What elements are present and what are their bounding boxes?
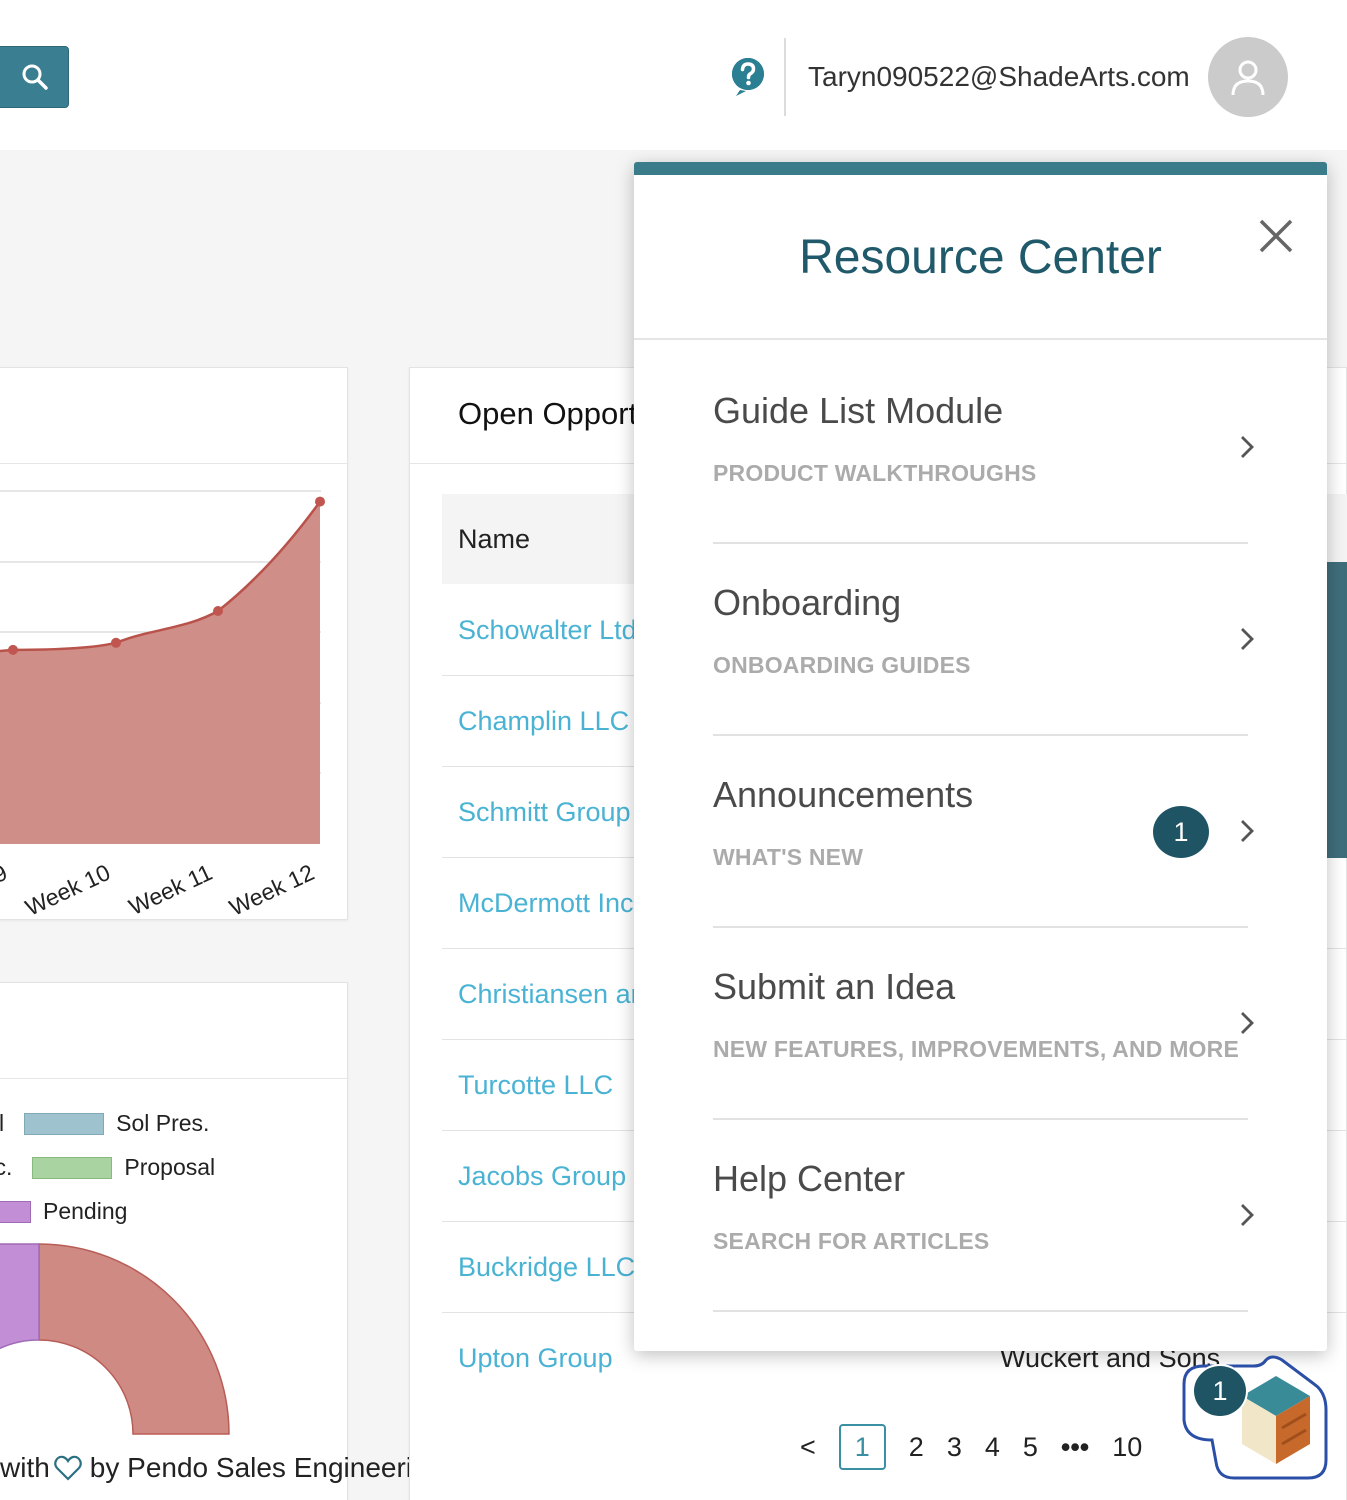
legend-item-l: l Sol Pres. bbox=[0, 1110, 209, 1137]
module-title: Help Center bbox=[713, 1158, 906, 1199]
pipeline-chart-card: l Sol Pres. cc. Proposal Pending bbox=[0, 982, 348, 1500]
opportunity-link[interactable]: Christiansen and bbox=[458, 979, 661, 1009]
donut-slice-pending bbox=[0, 1243, 40, 1350]
scroll-indicator[interactable] bbox=[1327, 562, 1347, 858]
data-point[interactable] bbox=[111, 637, 121, 648]
resource-center-divider bbox=[634, 338, 1327, 340]
resource-center-panel: Resource Center Guide List Module PRODUC… bbox=[634, 162, 1327, 1351]
page-button-current[interactable]: 1 bbox=[838, 1424, 886, 1470]
legend-label: Sol Pres. bbox=[116, 1110, 210, 1136]
legend-swatch-pending bbox=[0, 1200, 31, 1223]
module-submit-idea[interactable]: Submit an Idea NEW FEATURES, IMPROVEMENT… bbox=[713, 928, 1254, 1120]
donut-chart bbox=[0, 1243, 230, 1435]
data-point[interactable] bbox=[8, 644, 18, 655]
legend-item-cc: cc. Proposal bbox=[0, 1154, 215, 1181]
page-ellipsis[interactable]: ••• bbox=[1060, 1431, 1090, 1462]
chevron-right-icon bbox=[1241, 628, 1254, 650]
data-point[interactable] bbox=[315, 496, 325, 507]
top-header: Taryn090522@ShadeArts.com bbox=[0, 0, 1347, 150]
chevron-right-icon bbox=[1241, 1012, 1254, 1034]
opportunity-link[interactable]: Upton Group bbox=[458, 1343, 613, 1373]
area-chart: 9 Week 10 Week 11 Week 12 bbox=[0, 490, 325, 921]
legend-swatch-proposal bbox=[32, 1156, 113, 1179]
module-subtitle: ONBOARDING GUIDES bbox=[713, 652, 971, 678]
page-button[interactable]: 2 bbox=[908, 1431, 924, 1462]
user-avatar[interactable] bbox=[1208, 37, 1288, 117]
user-icon bbox=[1231, 60, 1265, 96]
chevron-right-icon bbox=[1241, 1204, 1254, 1226]
notification-badge: 1 bbox=[1153, 806, 1209, 858]
footer-prefix: with bbox=[0, 1452, 50, 1483]
opportunity-link[interactable]: Schowalter Ltd bbox=[458, 615, 637, 645]
legend-label: l bbox=[0, 1110, 5, 1136]
search-icon bbox=[22, 64, 48, 90]
module-guide-list[interactable]: Guide List Module PRODUCT WALKTHROUGHS bbox=[713, 352, 1254, 544]
module-announcements[interactable]: Announcements WHAT'S NEW 1 bbox=[713, 736, 1254, 928]
page-button[interactable]: 5 bbox=[1022, 1431, 1038, 1462]
chevron-right-icon bbox=[1241, 820, 1254, 842]
donut-slice-closed bbox=[38, 1243, 230, 1435]
module-title: Onboarding bbox=[713, 582, 902, 623]
legend-label: Proposal bbox=[124, 1154, 216, 1180]
x-tick-label: Week 10 bbox=[21, 859, 114, 921]
module-onboarding[interactable]: Onboarding ONBOARDING GUIDES bbox=[713, 544, 1254, 736]
legend-swatch-sol-pres bbox=[24, 1112, 105, 1135]
x-tick-label: 9 bbox=[0, 859, 11, 888]
launcher-badge: 1 bbox=[1192, 1364, 1248, 1418]
legend-label: cc. bbox=[0, 1154, 13, 1180]
module-help-center[interactable]: Help Center SEARCH FOR ARTICLES bbox=[713, 1120, 1254, 1312]
module-title: Submit an Idea bbox=[713, 966, 956, 1007]
donut-card-header bbox=[0, 983, 347, 1079]
area-line bbox=[0, 500, 322, 653]
page-button[interactable]: 10 bbox=[1112, 1431, 1143, 1462]
footer-suffix: by Pendo Sales Engineering bbox=[89, 1452, 444, 1483]
page-button[interactable]: 3 bbox=[946, 1431, 962, 1462]
heart-icon bbox=[53, 1455, 82, 1481]
footer-credit: with by Pendo Sales Engineering bbox=[0, 1452, 443, 1484]
user-email[interactable]: Taryn090522@ShadeArts.com bbox=[808, 61, 1190, 92]
opportunity-link[interactable]: Schmitt Group bbox=[458, 797, 631, 827]
opportunity-link[interactable]: Turcotte LLC bbox=[458, 1070, 614, 1100]
resource-center-title: Resource Center bbox=[799, 231, 1162, 284]
module-subtitle: PRODUCT WALKTHROUGHS bbox=[713, 460, 1037, 486]
column-header-name[interactable]: Name bbox=[458, 524, 531, 554]
trend-chart-card: 9 Week 10 Week 11 Week 12 bbox=[0, 367, 348, 921]
chart-card-header bbox=[0, 368, 347, 464]
opportunity-link[interactable]: Champlin LLC bbox=[458, 706, 630, 736]
box-logo-icon bbox=[1242, 1376, 1310, 1464]
module-title: Announcements bbox=[713, 774, 974, 815]
module-subtitle: SEARCH FOR ARTICLES bbox=[713, 1228, 990, 1254]
x-tick-label: Week 12 bbox=[225, 859, 318, 921]
help-icon[interactable] bbox=[730, 56, 766, 96]
module-title: Guide List Module bbox=[713, 390, 1004, 431]
opportunity-link[interactable]: Jacobs Group bbox=[458, 1161, 627, 1191]
header-separator bbox=[784, 38, 786, 116]
chevron-right-icon bbox=[1241, 436, 1254, 458]
data-point[interactable] bbox=[213, 606, 223, 617]
module-subtitle: NEW FEATURES, IMPROVEMENTS, AND MORE bbox=[713, 1036, 1239, 1062]
prev-page-button[interactable]: < bbox=[800, 1431, 816, 1462]
close-icon[interactable] bbox=[1256, 216, 1296, 256]
opportunity-link[interactable]: McDermott Inc bbox=[458, 888, 634, 918]
page-button[interactable]: 4 bbox=[984, 1431, 1000, 1462]
x-tick-label: Week 11 bbox=[125, 859, 216, 920]
opportunity-link[interactable]: Buckridge LLC bbox=[458, 1252, 636, 1282]
area-fill bbox=[0, 501, 320, 844]
legend-label: Pending bbox=[43, 1198, 128, 1224]
pagination: < 1 2 3 4 5 ••• 10 bbox=[800, 1422, 1165, 1472]
legend-item-pending: Pending bbox=[0, 1198, 127, 1225]
search-button[interactable] bbox=[0, 46, 69, 108]
module-subtitle: WHAT'S NEW bbox=[713, 844, 864, 870]
